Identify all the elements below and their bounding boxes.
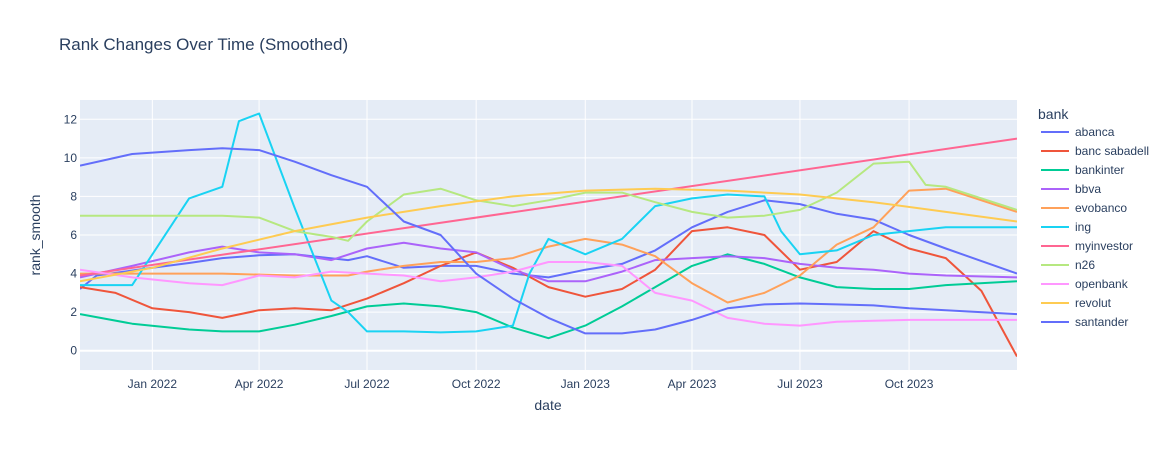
legend-item-myinvestor[interactable]: myinvestor [1041, 239, 1133, 253]
series-lines [80, 112, 1017, 357]
x-axis-title: date [534, 397, 561, 413]
legend: bank abanca banc sabadell bankinter bbva evo… [1038, 106, 1149, 329]
y-tick-label: 2 [70, 305, 77, 319]
legend-item-n26[interactable]: n26 [1041, 258, 1095, 272]
series-line-ing [80, 112, 1017, 334]
x-tick-label: Jul 2023 [777, 377, 823, 391]
x-tick-label: Oct 2023 [885, 377, 934, 391]
legend-item-evobanco[interactable]: evobanco [1041, 201, 1127, 215]
legend-label: myinvestor [1075, 239, 1133, 253]
legend-item-revolut[interactable]: revolut [1041, 296, 1112, 310]
x-tick-label: Apr 2022 [235, 377, 284, 391]
series-line-santander [80, 147, 1017, 335]
series-line-revolut [80, 187, 1017, 283]
x-tick-label: Apr 2023 [668, 377, 717, 391]
series-line-n26 [80, 160, 1017, 242]
chart-title: Rank Changes Over Time (Smoothed) [59, 35, 348, 54]
series-line-bbva [80, 241, 1017, 283]
x-tick-label: Jan 2023 [561, 377, 611, 391]
legend-label: n26 [1075, 258, 1095, 272]
grid-lines [80, 100, 1017, 370]
legend-item-santander[interactable]: santander [1041, 315, 1128, 329]
y-tick-label: 4 [70, 267, 77, 281]
legend-label: santander [1075, 315, 1128, 329]
series-line-openbank [80, 261, 1017, 327]
legend-item-abanca[interactable]: abanca [1041, 125, 1115, 139]
legend-label: abanca [1075, 125, 1115, 139]
legend-label: bankinter [1075, 163, 1124, 177]
legend-item-bankinter[interactable]: bankinter [1041, 163, 1124, 177]
x-tick-label: Oct 2022 [452, 377, 501, 391]
legend-label: evobanco [1075, 201, 1127, 215]
legend-item-openbank[interactable]: openbank [1041, 277, 1129, 291]
y-tick-label: 12 [64, 112, 78, 126]
legend-label: openbank [1075, 277, 1129, 291]
legend-item-banc-sabadell[interactable]: banc sabadell [1041, 144, 1149, 158]
legend-label: revolut [1075, 296, 1112, 310]
y-axis-ticks: 0 2 4 6 8 10 12 [64, 112, 78, 357]
y-tick-label: 0 [70, 344, 77, 358]
x-tick-label: Jul 2022 [344, 377, 390, 391]
legend-label: banc sabadell [1075, 144, 1149, 158]
y-tick-label: 8 [70, 189, 77, 203]
series-line-evobanco [80, 187, 1017, 304]
series-line-myinvestor [80, 137, 1017, 277]
x-tick-label: Jan 2022 [128, 377, 178, 391]
legend-label: ing [1075, 220, 1091, 234]
y-tick-label: 6 [70, 228, 77, 242]
series-line-bankinter [80, 253, 1017, 340]
y-tick-label: 10 [64, 151, 78, 165]
legend-item-bbva[interactable]: bbva [1041, 182, 1101, 196]
x-axis-ticks: Jan 2022 Apr 2022 Jul 2022 Oct 2022 Jan 2023… [128, 377, 934, 391]
series-line-banc-sabadell [80, 226, 1017, 357]
legend-item-ing[interactable]: ing [1041, 220, 1091, 234]
legend-label: bbva [1075, 182, 1101, 196]
legend-title: bank [1038, 106, 1069, 122]
y-axis-title: rank_smooth [27, 195, 43, 276]
